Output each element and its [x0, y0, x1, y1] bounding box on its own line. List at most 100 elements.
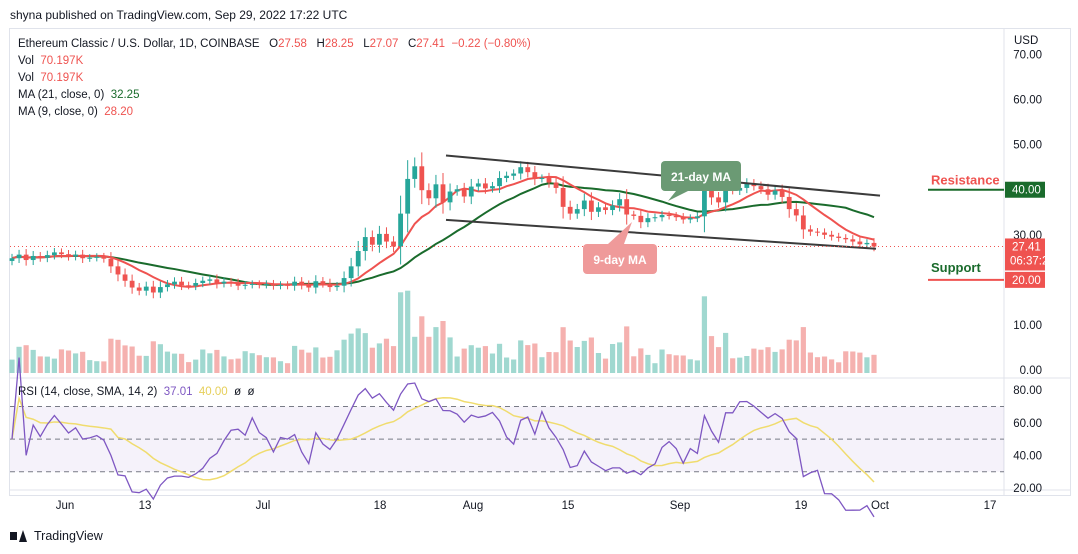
- vol-row-2[interactable]: Vol 70.197K: [18, 70, 531, 87]
- candle-body: [793, 209, 799, 216]
- candle-body: [30, 255, 36, 261]
- publish-credit: shyna published on TradingView.com, Sep …: [10, 8, 348, 22]
- resistance-tag: [1005, 181, 1045, 198]
- volume-bar: [836, 362, 842, 373]
- open-value: 27.58: [278, 38, 307, 50]
- volume-bar: [468, 345, 474, 373]
- low-value: 27.07: [369, 38, 399, 50]
- candle-body: [122, 274, 128, 281]
- candle-body: [864, 242, 870, 245]
- volume-bar: [673, 355, 679, 373]
- volume-bar: [645, 354, 651, 373]
- candle-body: [193, 283, 199, 286]
- candle-body: [87, 257, 93, 259]
- candle-body: [447, 191, 453, 203]
- volume-bar: [687, 359, 693, 373]
- volume-bar: [9, 359, 15, 373]
- vol-row-1[interactable]: Vol 70.197K: [18, 53, 531, 70]
- volume-bar: [390, 346, 397, 373]
- candle-body: [454, 189, 460, 192]
- volume-bar: [659, 349, 665, 373]
- candle-body: [822, 232, 827, 235]
- time-axis-tick: 19: [795, 500, 808, 512]
- volume-bar: [122, 345, 128, 373]
- candle-body: [278, 284, 283, 286]
- resistance-price-label: 40.00: [1012, 185, 1041, 197]
- candle-body: [179, 281, 184, 286]
- candle-body: [581, 200, 587, 210]
- volume-bar: [617, 342, 623, 373]
- candle-body: [461, 189, 467, 197]
- volume-bar: [737, 357, 743, 373]
- volume-bar: [143, 355, 149, 373]
- candle-body: [299, 281, 305, 285]
- candle-body: [108, 258, 114, 267]
- rsi-legend[interactable]: RSI (14, close, SMA, 14, 2) 37.01 40.00 …: [18, 386, 255, 398]
- time-axis-tick: Aug: [463, 500, 483, 512]
- volume-bar: [235, 358, 241, 373]
- candle-body: [242, 284, 248, 286]
- volume-bar: [263, 357, 269, 373]
- candle-body: [334, 285, 340, 288]
- volume-bar: [829, 359, 835, 373]
- ma21-row[interactable]: MA (21, close, 0) 32.25: [18, 87, 531, 104]
- ma9-callout-text: 9-day MA: [593, 253, 647, 267]
- volume-bar: [178, 353, 185, 373]
- volume-bar: [221, 356, 227, 373]
- volume-bar: [157, 344, 163, 373]
- vol-value: 70.197K: [40, 55, 84, 67]
- change-value: −0.22 (−0.80%): [451, 38, 531, 50]
- ma21-callout-box: [661, 161, 741, 191]
- time-axis-tick: 17: [984, 500, 997, 512]
- high-label: H: [316, 38, 325, 50]
- candle-body: [263, 283, 269, 285]
- open-label: O: [269, 38, 279, 50]
- volume-bar: [108, 338, 114, 373]
- candle-body: [9, 258, 15, 261]
- volume-bar: [101, 361, 107, 373]
- volume-bar: [270, 357, 277, 373]
- candle-body: [638, 215, 644, 223]
- volume-bar: [857, 352, 863, 373]
- time-axis-tick: Oct: [871, 500, 890, 512]
- rsi-axis-tick: 60.00: [1013, 418, 1042, 430]
- candle-body: [603, 207, 608, 211]
- volume-bar: [581, 340, 587, 373]
- volume-bar: [864, 357, 870, 373]
- time-axis-tick: Jul: [256, 500, 271, 512]
- symbol-name[interactable]: Ethereum Classic / U.S. Dollar, 1D, COIN…: [18, 38, 260, 50]
- footer-brand: TradingView: [10, 529, 103, 543]
- volume-bar: [871, 354, 877, 373]
- candle-body: [673, 215, 679, 218]
- candle-body: [256, 283, 262, 285]
- candle-body: [596, 207, 601, 212]
- price-axis-tick: 70.00: [1013, 50, 1042, 62]
- volume-bar: [242, 351, 248, 373]
- volume-bar: [277, 361, 284, 373]
- ma9-row[interactable]: MA (9, close, 0) 28.20: [18, 104, 531, 121]
- volume-bar: [779, 349, 785, 373]
- candle-body: [59, 252, 64, 255]
- volume-bar: [80, 351, 86, 373]
- volume-bar: [65, 350, 72, 373]
- volume-bar: [200, 349, 206, 373]
- candle-body: [588, 200, 594, 212]
- resistance-label: Resistance: [931, 173, 1000, 188]
- volume-bar: [37, 356, 43, 373]
- ma9-callout-pointer: [608, 222, 632, 244]
- rsi-axis-tick: 20.00: [1013, 483, 1042, 495]
- rsi-sma-value: 40.00: [198, 386, 228, 398]
- candle-body: [800, 215, 806, 230]
- volume-bar: [496, 343, 503, 373]
- candle-body: [659, 214, 665, 218]
- candle-body: [129, 280, 135, 288]
- candle-body: [306, 284, 312, 288]
- candle-body: [511, 173, 517, 176]
- vol-label: Vol: [18, 55, 34, 67]
- rsi-label: RSI (14, close, SMA, 14, 2): [18, 386, 158, 398]
- volume-bar: [355, 328, 361, 373]
- candle-body: [624, 199, 630, 215]
- volume-bar: [193, 359, 199, 373]
- volume-bar: [701, 296, 708, 373]
